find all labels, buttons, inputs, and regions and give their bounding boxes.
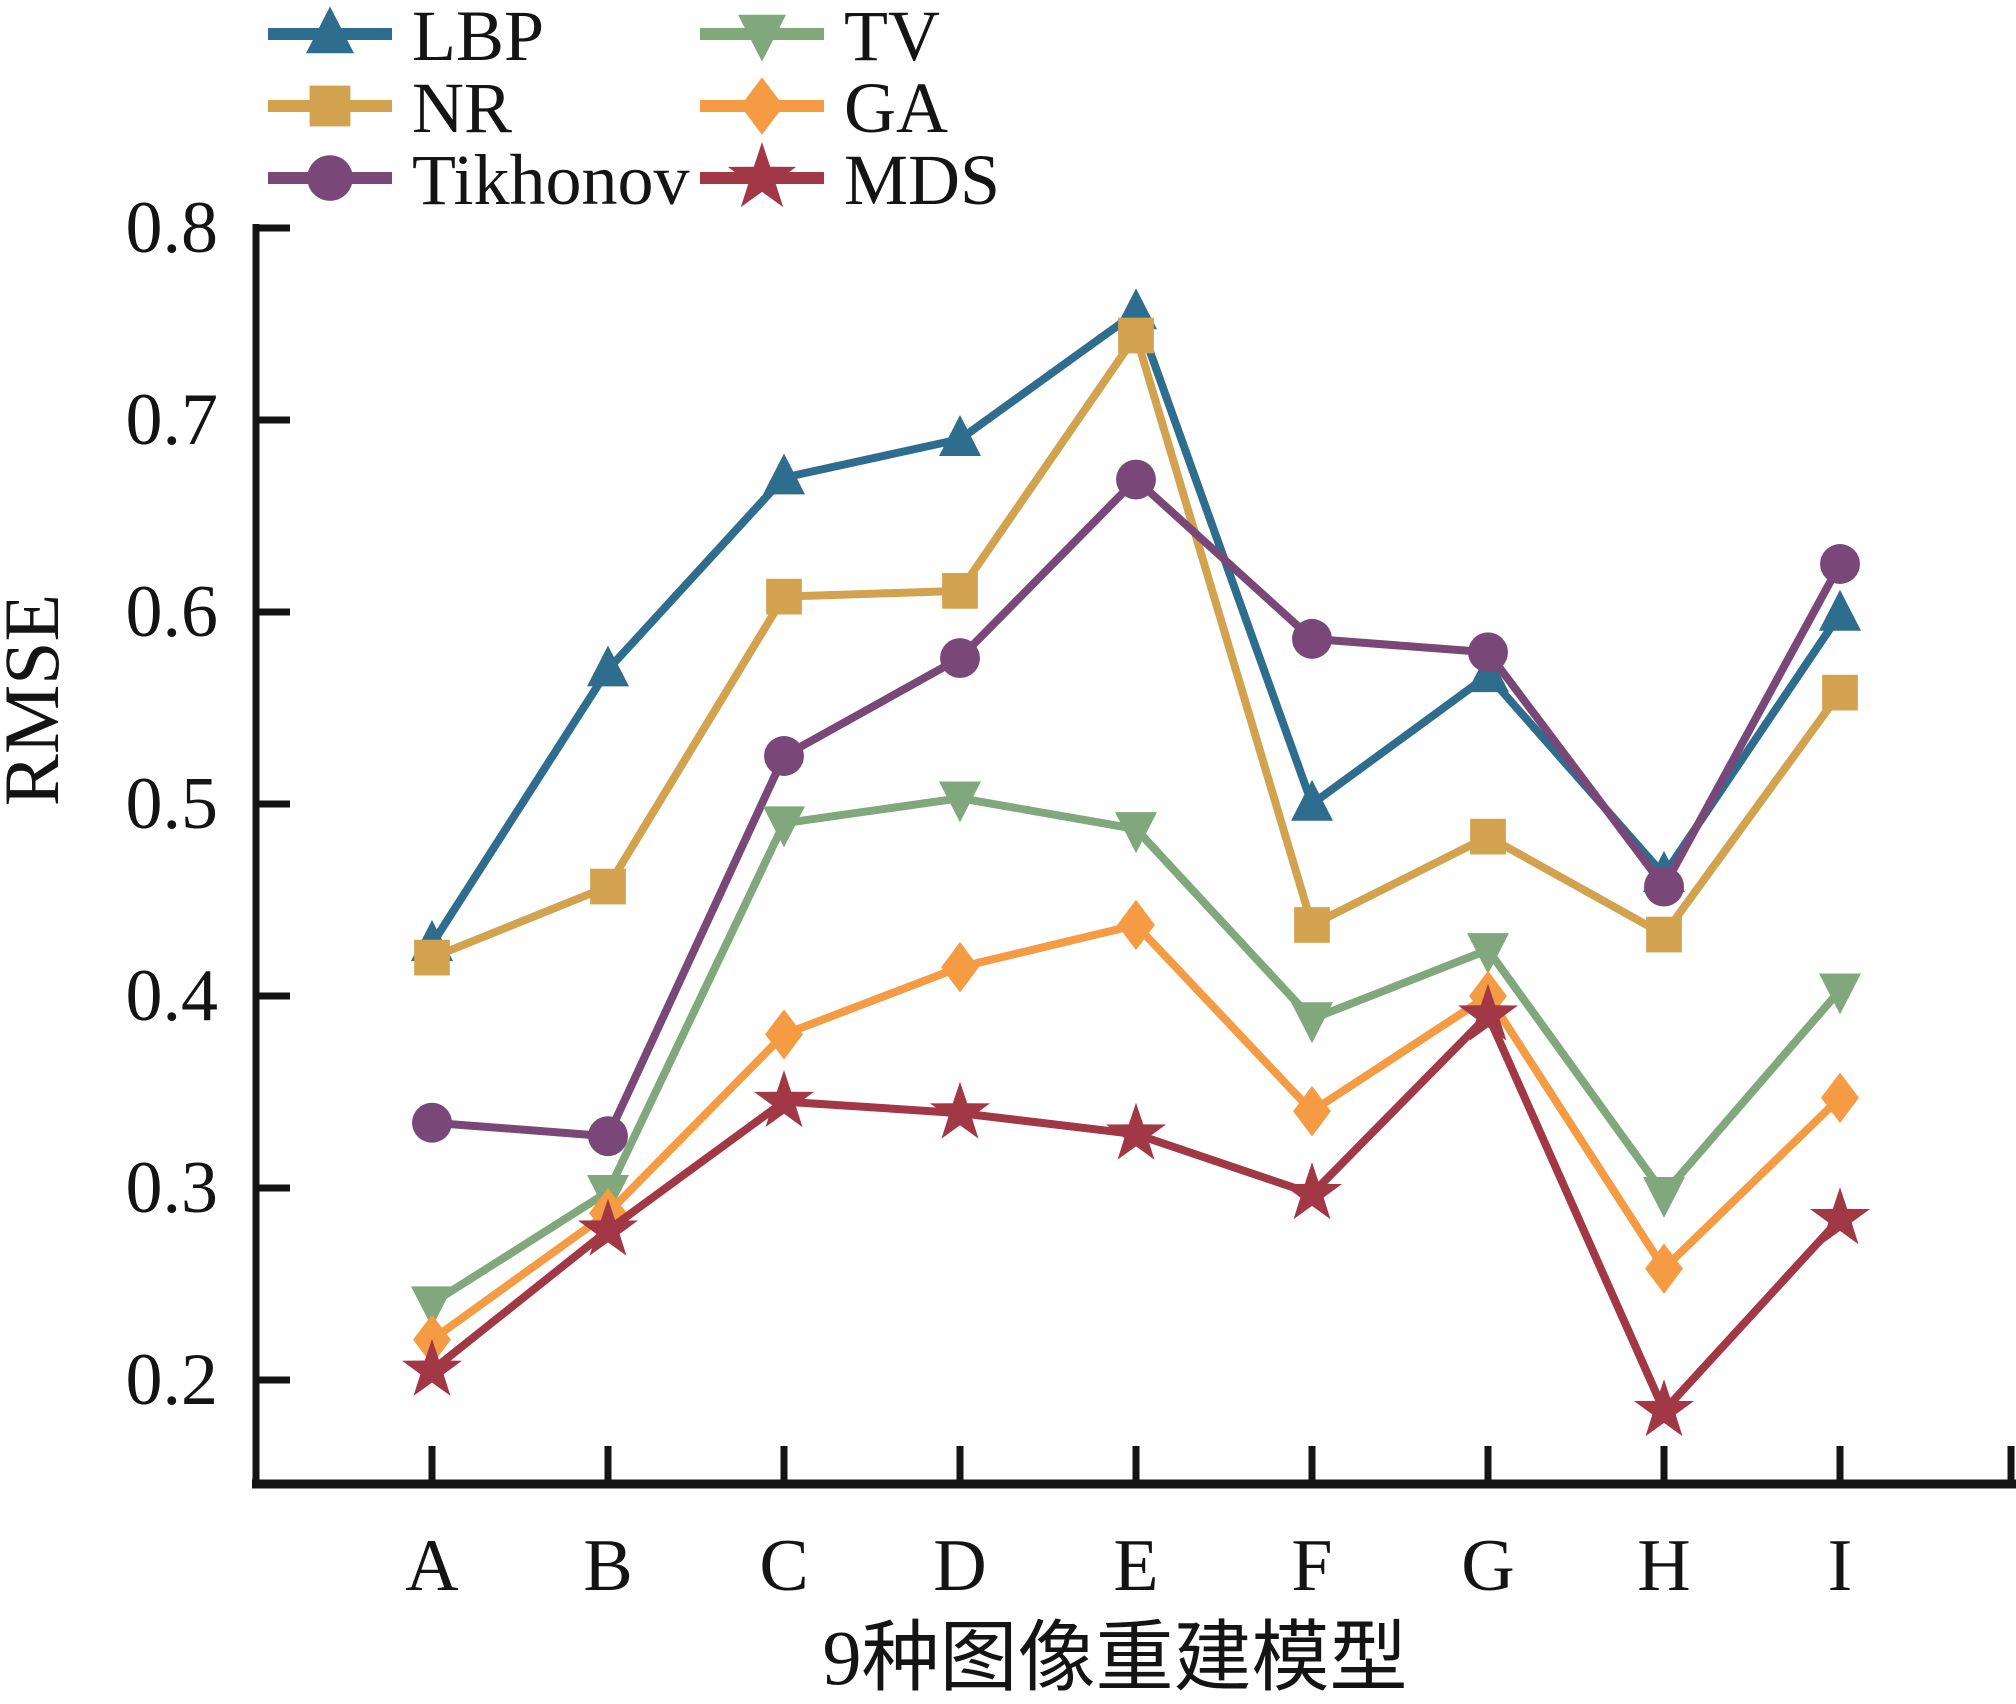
marker-Tikhonov-E xyxy=(1116,459,1156,500)
series-layer xyxy=(402,288,1870,1437)
ytick-label-0.4: 0.4 xyxy=(126,955,219,1037)
xtick-label-A: A xyxy=(405,1525,458,1607)
marker-Tikhonov-G xyxy=(1468,632,1508,673)
ytick-label-0.3: 0.3 xyxy=(126,1147,219,1229)
marker-NR-A xyxy=(414,939,450,976)
marker-TV-E xyxy=(1115,812,1157,854)
marker-GA-I xyxy=(1821,1072,1859,1123)
marker-LBP-D xyxy=(939,415,981,456)
xtick-label-G: G xyxy=(1461,1525,1514,1607)
marker-MDS-C xyxy=(754,1070,814,1128)
xtick-label-E: E xyxy=(1113,1525,1158,1607)
marker-TV-H xyxy=(1643,1176,1685,1218)
xtick-label-C: C xyxy=(759,1525,808,1607)
marker-LBP-F xyxy=(1291,779,1333,821)
legend-label-Tikhonov: Tikhonov xyxy=(412,140,689,220)
marker-TV-F xyxy=(1291,1002,1333,1044)
marker-GA-C xyxy=(765,1009,803,1060)
marker-NR-H xyxy=(1646,916,1682,953)
legend-circle-icon xyxy=(307,155,353,201)
legend-square-icon xyxy=(309,85,351,127)
marker-Tikhonov-C xyxy=(764,736,804,776)
marker-Tikhonov-H xyxy=(1644,866,1684,907)
marker-NR-I xyxy=(1822,674,1858,711)
marker-NR-C xyxy=(766,578,802,615)
marker-MDS-I xyxy=(1810,1187,1870,1245)
marker-TV-C xyxy=(763,806,805,848)
xtick-label-F: F xyxy=(1291,1525,1332,1607)
marker-Tikhonov-D xyxy=(940,638,980,679)
xtick-label-D: D xyxy=(933,1525,986,1607)
marker-MDS-D xyxy=(930,1081,990,1139)
xtick-label-I: I xyxy=(1828,1525,1853,1607)
xtick-label-B: B xyxy=(583,1525,632,1607)
legend-item-LBP: LBP xyxy=(268,0,544,76)
series-line-Tikhonov xyxy=(428,475,1844,1141)
legend-item-MDS: MDS xyxy=(700,140,1000,220)
x-axis-title: 9种图像重建模型 xyxy=(822,1614,1407,1701)
ytick-label-0.8: 0.8 xyxy=(126,187,219,269)
series-line-NR xyxy=(428,331,1844,962)
marker-TV-A xyxy=(411,1286,453,1328)
series-Tikhonov xyxy=(412,459,1860,1157)
legend-triangle-up-icon xyxy=(306,6,354,54)
legend-label-NR: NR xyxy=(412,68,512,148)
marker-Tikhonov-F xyxy=(1292,618,1332,659)
legend-label-TV: TV xyxy=(844,0,940,76)
marker-GA-E xyxy=(1117,899,1155,951)
ytick-label-0.2: 0.2 xyxy=(126,1339,219,1421)
series-NR xyxy=(414,317,1858,976)
series-MDS xyxy=(402,983,1870,1437)
marker-MDS-E xyxy=(1106,1102,1166,1160)
ytick-label-0.7: 0.7 xyxy=(126,379,219,461)
marker-NR-G xyxy=(1470,818,1506,855)
marker-TV-I xyxy=(1819,973,1861,1015)
marker-Tikhonov-B xyxy=(588,1116,628,1157)
legend-item-Tikhonov: Tikhonov xyxy=(268,140,689,220)
marker-TV-D xyxy=(939,781,981,823)
marker-NR-D xyxy=(942,573,978,609)
marker-MDS-H xyxy=(1634,1379,1694,1437)
marker-LBP-I xyxy=(1819,589,1861,631)
marker-GA-H xyxy=(1645,1243,1683,1294)
marker-MDS-B xyxy=(578,1198,638,1256)
ytick-label-0.5: 0.5 xyxy=(126,763,219,845)
legend-label-LBP: LBP xyxy=(412,0,544,76)
marker-NR-E xyxy=(1118,317,1154,354)
legend-item-GA: GA xyxy=(700,68,948,148)
series-TV xyxy=(411,781,1861,1328)
marker-LBP-C xyxy=(763,453,805,495)
marker-GA-F xyxy=(1293,1086,1331,1137)
marker-MDS-F xyxy=(1282,1162,1342,1220)
marker-TV-G xyxy=(1467,933,1509,975)
marker-GA-D xyxy=(941,942,979,993)
legend-item-NR: NR xyxy=(268,68,512,148)
legend-star-icon xyxy=(727,142,797,208)
legend-label-MDS: MDS xyxy=(844,140,1000,220)
xtick-label-H: H xyxy=(1637,1525,1690,1607)
marker-NR-B xyxy=(590,868,626,905)
marker-Tikhonov-A xyxy=(412,1102,452,1143)
axes-layer: 0.2 0.3 0.4 0.5 0.6 0.7 0.8 A B C D E F G H I xyxy=(126,187,2016,1607)
marker-MDS-A xyxy=(402,1338,462,1396)
legend-label-GA: GA xyxy=(844,68,948,148)
legend-triangle-down-icon xyxy=(738,14,786,62)
marker-MDS-G xyxy=(1458,983,1518,1041)
legend-diamond-icon xyxy=(740,77,784,135)
marker-LBP-B xyxy=(587,645,629,687)
legend-item-TV: TV xyxy=(700,0,940,76)
marker-NR-F xyxy=(1294,907,1330,943)
marker-Tikhonov-I xyxy=(1820,544,1860,584)
y-axis-title: RMSE xyxy=(0,594,75,806)
ytick-label-0.6: 0.6 xyxy=(126,571,219,653)
